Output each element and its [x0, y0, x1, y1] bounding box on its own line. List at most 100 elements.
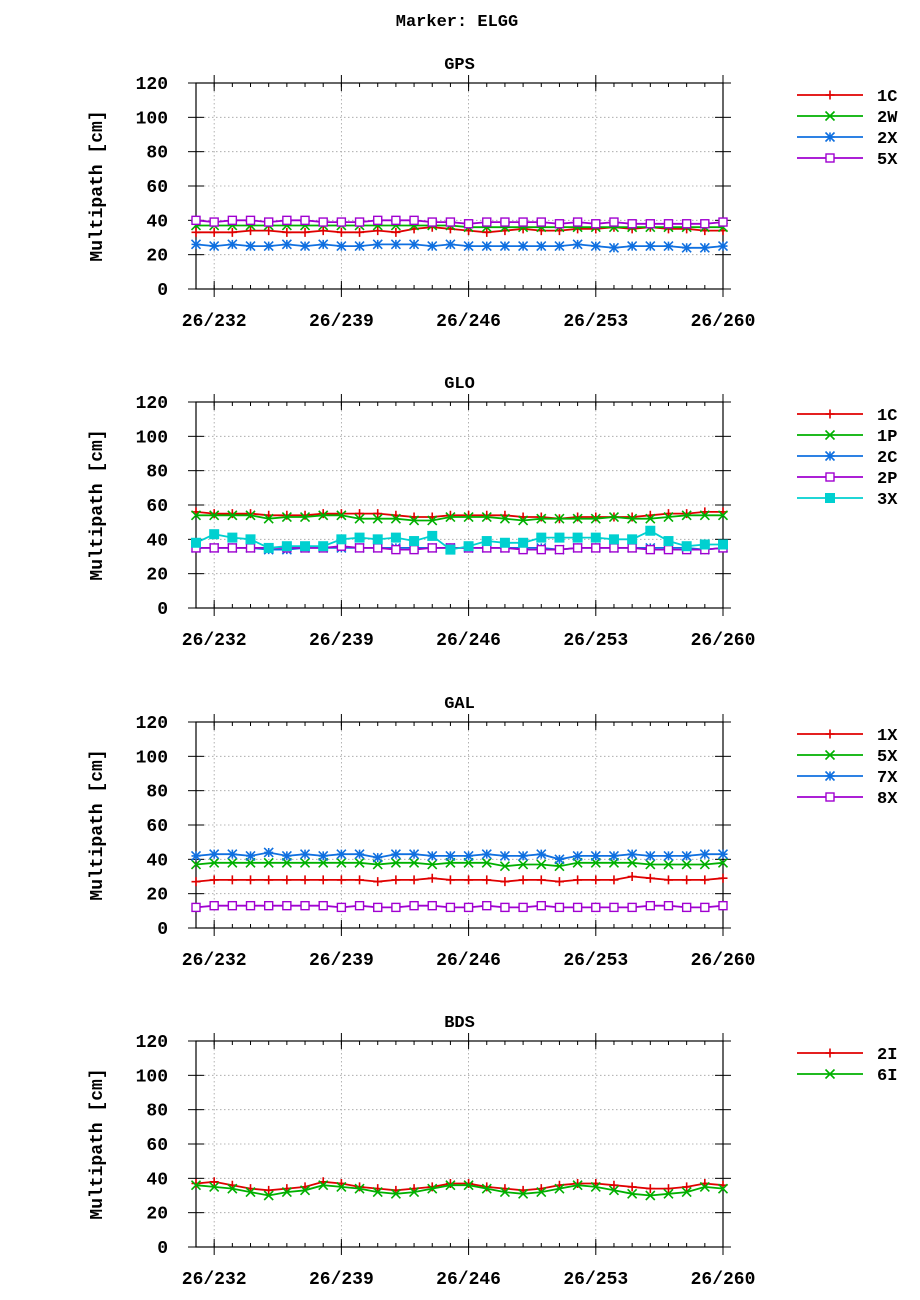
data-point [336, 217, 347, 227]
data-point [355, 875, 365, 885]
data-point [246, 509, 256, 519]
data-point [699, 859, 710, 870]
data-point [518, 850, 529, 861]
data-point [427, 850, 438, 861]
data-point [645, 1190, 656, 1201]
data-point [299, 849, 311, 860]
data-point [536, 875, 546, 885]
data-point [717, 510, 729, 521]
data-point [608, 850, 620, 861]
data-point [645, 513, 656, 524]
data-point [627, 513, 638, 524]
data-point [336, 534, 347, 545]
data-point [246, 875, 256, 885]
data-point [318, 850, 329, 861]
data-point [663, 1188, 674, 1199]
series-line [195, 904, 724, 909]
data-point [427, 217, 437, 227]
data-point [373, 543, 383, 553]
data-point [355, 1182, 365, 1192]
data-point [190, 510, 202, 521]
y-tick-label: 80 [146, 783, 168, 803]
data-point [518, 537, 529, 548]
data-point [427, 530, 438, 541]
series-1x [191, 872, 728, 887]
legend-label: 1C [877, 88, 897, 107]
data-point [318, 226, 328, 236]
data-point [663, 536, 674, 547]
series-line [195, 851, 723, 861]
data-point [681, 850, 692, 861]
data-point [336, 875, 346, 885]
data-point [391, 902, 401, 913]
panel-title: BDS [444, 1014, 475, 1033]
data-point [190, 859, 202, 870]
data-point [409, 849, 420, 860]
legend-marker [824, 131, 836, 143]
legend-entry: 5X [797, 151, 898, 170]
series-line [196, 224, 723, 229]
data-point [336, 849, 347, 860]
data-point [681, 1187, 692, 1198]
y-tick-label: 60 [146, 1136, 168, 1156]
data-point [409, 875, 419, 885]
y-tick-label: 100 [136, 748, 168, 768]
data-point [227, 510, 238, 521]
data-point [282, 875, 292, 885]
panels-group: GPS Multipath [cm] 0 20 40 60 80 100 120 26/232 26… [88, 56, 898, 1290]
data-point [572, 513, 583, 524]
data-point [609, 217, 619, 227]
legend-marker [824, 110, 836, 122]
data-point [518, 875, 528, 885]
data-point [663, 850, 674, 861]
series-8x [191, 900, 728, 913]
y-tick-label: 120 [136, 1033, 168, 1053]
legend-entry: 5X [797, 748, 898, 767]
data-point [227, 857, 238, 868]
data-point [391, 875, 401, 885]
data-point [209, 1181, 220, 1192]
y-tick-label: 40 [146, 531, 168, 551]
data-point [536, 532, 547, 543]
data-point [190, 850, 202, 861]
y-tick-label: 100 [136, 109, 168, 129]
legend-marker [824, 429, 836, 441]
data-point [572, 239, 583, 250]
data-point [627, 1182, 637, 1192]
data-point [463, 850, 474, 861]
figure-suptitle: Marker: ELGG [396, 13, 518, 32]
data-point [390, 857, 401, 868]
y-tick-label: 80 [146, 1102, 168, 1122]
data-point [463, 902, 474, 913]
data-point [263, 847, 274, 858]
data-point [573, 1178, 583, 1188]
data-point [536, 900, 546, 911]
data-point [372, 513, 383, 524]
legend-label: 5X [877, 151, 898, 170]
data-point [699, 539, 710, 550]
data-point [263, 857, 274, 868]
x-tick-label: 26/260 [691, 312, 756, 332]
series-7x [190, 847, 729, 865]
data-point [245, 215, 256, 226]
data-point [609, 902, 619, 913]
data-point [282, 227, 292, 237]
data-point [464, 510, 474, 520]
data-point [608, 1185, 620, 1196]
data-point [591, 902, 601, 913]
data-point [373, 226, 383, 236]
data-point [518, 217, 528, 227]
data-point [263, 900, 274, 911]
data-point [572, 1180, 583, 1191]
data-point [354, 849, 365, 860]
legend-marker [825, 90, 835, 100]
data-point [227, 215, 238, 226]
data-point [590, 850, 601, 861]
legend-entry: 1C [797, 407, 897, 426]
data-point [645, 544, 656, 555]
data-point [554, 854, 565, 865]
data-point [427, 543, 437, 553]
series-5x [190, 857, 729, 872]
legend-marker [824, 749, 836, 761]
data-point [681, 242, 692, 253]
